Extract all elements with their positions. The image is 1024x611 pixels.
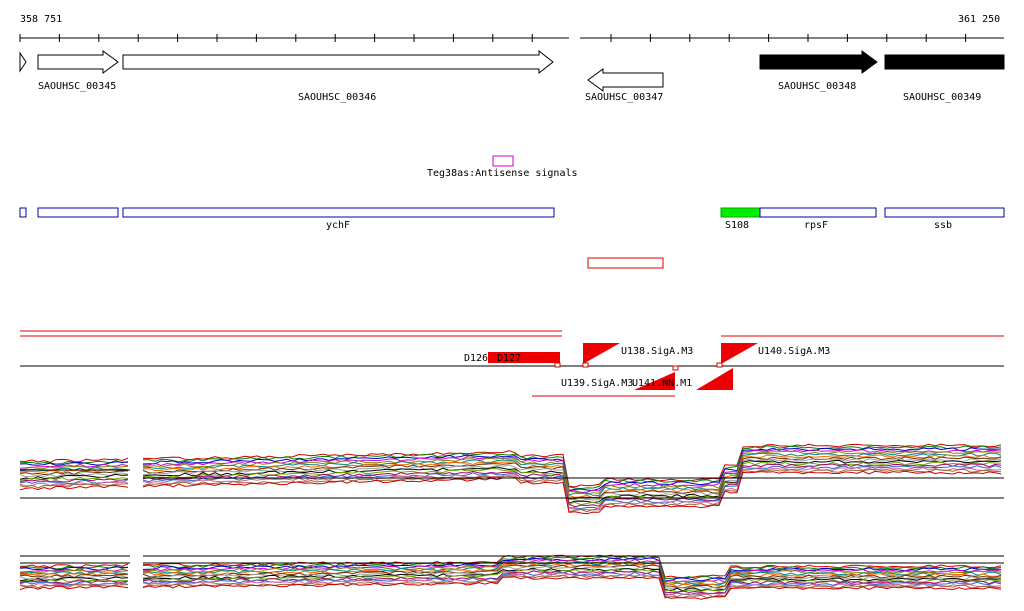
- gene-label-SAOUHSC_00349: SAOUHSC_00349: [903, 92, 981, 103]
- expression-line: [19, 473, 129, 480]
- feature-label-D126: D126: [464, 353, 488, 364]
- transcription-unit-track: D126 D127 U138.SigA.M3 U140.SigA.M3 U139…: [20, 330, 1004, 397]
- gene-arrow-SAOUHSC_00348[interactable]: [759, 50, 878, 74]
- gene-arrow-SAOUHSC_00346[interactable]: [122, 49, 554, 75]
- start-coordinate: 358 751: [20, 14, 62, 25]
- expression-line: [142, 461, 1002, 506]
- expression-line: [142, 563, 1001, 588]
- annotation-track: ychF S108 rpsF ssb: [19, 207, 1005, 231]
- feature-label-U139: U139.SigA.M3: [561, 378, 633, 389]
- expression-line: [142, 448, 1002, 493]
- expression-line: [142, 463, 1002, 508]
- expression-line: [142, 573, 1002, 598]
- expression-line: [19, 576, 129, 582]
- expression-line: [142, 467, 1002, 511]
- feature-label-U138: U138.SigA.M3: [621, 346, 693, 357]
- antisense-box[interactable]: [492, 155, 514, 167]
- gene-label-SAOUHSC_00347: SAOUHSC_00347: [585, 92, 663, 103]
- annotation-box-ssb[interactable]: [884, 207, 1005, 218]
- antisense-label: Teg38as:Antisense signals: [427, 168, 578, 179]
- gene-label-SAOUHSC_00348: SAOUHSC_00348: [778, 81, 856, 92]
- expression-line: [19, 465, 129, 471]
- expression-line: [19, 461, 128, 466]
- feature-marker-2: [582, 362, 589, 368]
- gene-track: SAOUHSC_00345 SAOUHSC_00346 SAOUHSC_0034…: [19, 49, 1005, 103]
- feature-label-D127: D127: [497, 353, 521, 364]
- promoter-flag-U138[interactable]: [583, 343, 620, 364]
- end-coordinate: 361 250: [958, 14, 1000, 25]
- feature-box-D127[interactable]: [488, 352, 560, 363]
- coordinate-ruler: 358 751 361 250: [19, 14, 1004, 42]
- expression-track-lower: [19, 554, 1004, 600]
- expression-line: [142, 454, 1001, 499]
- antisense-track: Teg38as:Antisense signals: [427, 155, 578, 179]
- expression-line: [19, 569, 129, 574]
- gene-arrow-SAOUHSC_00349[interactable]: [884, 54, 1005, 70]
- promoter-flag-U141[interactable]: [634, 372, 675, 390]
- expression-line: [19, 572, 129, 577]
- feature-marker-3: [672, 365, 679, 371]
- gene-arrow-SAOUHSC_00345[interactable]: [37, 50, 119, 74]
- gene-arrow-SAOUHSC_00347[interactable]: [587, 68, 664, 92]
- expression-line: [142, 468, 1002, 513]
- feature-marker-1: [554, 362, 561, 368]
- promoter-flag-U140[interactable]: [721, 343, 758, 364]
- expression-line: [142, 456, 1002, 500]
- expression-line: [19, 478, 129, 483]
- gene-arrow-partial[interactable]: [19, 51, 27, 73]
- transcript-box[interactable]: [587, 257, 664, 269]
- annotation-box-partial[interactable]: [19, 207, 27, 218]
- expression-line: [142, 576, 1002, 600]
- annotation-label-ssb: ssb: [934, 220, 952, 231]
- annotation-label-S108: S108: [725, 220, 749, 231]
- gene-label-SAOUHSC_00345: SAOUHSC_00345: [38, 81, 116, 92]
- promoter-flag-U139[interactable]: [696, 368, 733, 390]
- expression-line: [20, 457, 129, 463]
- expression-line: [19, 484, 129, 491]
- expression-line: [19, 468, 129, 474]
- annotation-label-ychF: ychF: [326, 220, 350, 231]
- feature-label-U141: U141.NN.M1: [632, 378, 692, 389]
- expression-line: [19, 580, 129, 584]
- expression-line: [142, 459, 1002, 504]
- expression-track-upper: [19, 443, 1004, 515]
- expression-line: [142, 465, 1002, 510]
- expression-line: [142, 567, 1002, 592]
- annotation-box-ychF[interactable]: [122, 207, 555, 218]
- feature-marker-4: [716, 362, 723, 368]
- annotation-box-S108[interactable]: [720, 207, 761, 218]
- expression-line: [19, 585, 129, 590]
- gene-label-SAOUHSC_00346: SAOUHSC_00346: [298, 92, 376, 103]
- expression-line: [142, 445, 1002, 490]
- expression-line: [19, 566, 128, 571]
- annotation-label-rpsF: rpsF: [804, 220, 828, 231]
- feature-label-U140: U140.SigA.M3: [758, 346, 830, 357]
- expression-line: [142, 470, 1002, 515]
- expression-line: [143, 556, 1002, 580]
- annotation-box-1[interactable]: [37, 207, 119, 218]
- ruler-ticks: [19, 34, 967, 42]
- annotation-box-rpsF[interactable]: [759, 207, 877, 218]
